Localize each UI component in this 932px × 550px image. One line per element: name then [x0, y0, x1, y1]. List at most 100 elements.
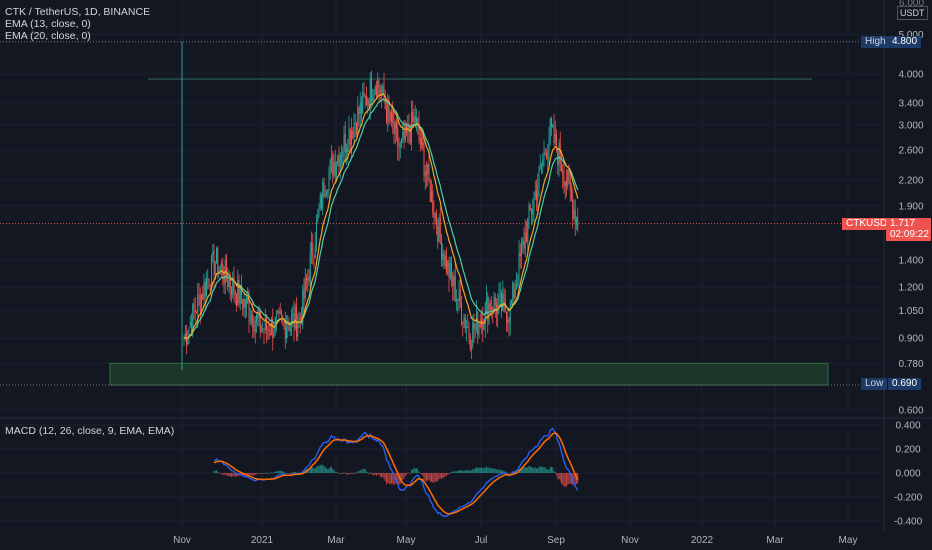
histogram-bar — [222, 473, 224, 475]
candle-body — [251, 314, 252, 321]
time-tick-label: 2022 — [691, 535, 714, 546]
histogram-bar — [338, 473, 340, 474]
histogram-bar — [447, 473, 449, 475]
histogram-bar — [491, 468, 492, 473]
candle-body — [237, 279, 239, 306]
candle-body — [574, 209, 576, 225]
ema13-legend[interactable]: EMA (13, close, 0) — [5, 18, 91, 30]
histogram-bar — [441, 473, 442, 479]
candle-body — [287, 326, 289, 329]
candle-body — [254, 321, 256, 332]
time-tick-label: Sep — [547, 535, 565, 546]
candle-body — [562, 170, 564, 176]
histogram-bar — [228, 473, 230, 477]
histogram-bar — [568, 473, 570, 484]
candle-body — [457, 299, 459, 301]
histogram-bar — [511, 472, 512, 474]
histogram-bar — [253, 473, 255, 476]
candle-body — [391, 112, 392, 122]
histogram-bar — [341, 473, 342, 474]
candle-body — [331, 156, 332, 160]
candle-body — [448, 260, 450, 279]
price-tick-label: 0.900 — [898, 334, 923, 345]
histogram-bar — [213, 470, 215, 473]
histogram-bar — [496, 469, 497, 473]
price-tick-label: 2.200 — [898, 175, 923, 186]
candle-body — [202, 293, 204, 300]
candle-body — [357, 107, 359, 135]
currency-button[interactable]: USDT — [897, 6, 928, 20]
candle-body — [228, 278, 230, 288]
candle-body — [503, 294, 505, 299]
histogram-bar — [313, 468, 315, 473]
candle-body — [467, 326, 469, 328]
histogram-bar — [438, 473, 440, 480]
histogram-bar — [389, 473, 391, 485]
histogram-bar — [359, 469, 361, 473]
candle-body — [344, 133, 346, 153]
candle-body — [338, 155, 340, 167]
histogram-bar — [454, 471, 456, 473]
histogram-bar — [481, 467, 482, 473]
histogram-bar — [319, 464, 321, 473]
candle-body — [213, 251, 215, 275]
histogram-bar — [312, 467, 314, 473]
histogram-bar — [314, 468, 316, 473]
candle-body — [554, 133, 556, 144]
candle-body — [526, 232, 527, 242]
histogram-bar — [287, 472, 289, 474]
candle-body — [479, 322, 481, 327]
candle-body — [189, 322, 191, 328]
candle-body — [491, 308, 492, 310]
candle-body — [473, 322, 475, 330]
candle-body — [453, 276, 455, 287]
histogram-bar — [493, 468, 495, 473]
histogram-bar — [523, 467, 525, 473]
candle-body — [239, 284, 241, 304]
symbol-legend[interactable]: CTK / TetherUS, 1D, BINANCE — [5, 6, 151, 18]
histogram-bar — [347, 473, 349, 476]
histogram-bar — [271, 472, 272, 474]
price-tick-label: 1.050 — [898, 306, 923, 317]
price-axis[interactable]: 5.000 4.000 3.400 3.000 2.600 2.200 1.900 1.400… — [898, 30, 923, 416]
histogram-bar — [424, 473, 426, 481]
histogram-bar — [521, 467, 522, 473]
candle-body — [539, 164, 541, 168]
histogram-bar — [231, 473, 232, 477]
candle-body — [243, 298, 245, 309]
candle-body — [367, 99, 369, 106]
candle-body — [304, 278, 306, 299]
candle-body — [272, 318, 274, 338]
candle-body — [384, 101, 386, 109]
histogram-bar — [277, 470, 279, 473]
candle-body — [546, 154, 547, 160]
candle-body — [481, 319, 482, 327]
candle-body — [229, 278, 231, 288]
histogram-bar — [349, 473, 351, 475]
histogram-bar — [527, 467, 529, 473]
candle-body — [299, 316, 301, 320]
candle-body — [248, 302, 250, 322]
candle-body — [427, 163, 429, 175]
candle-body — [402, 131, 404, 139]
histogram-bar — [353, 472, 355, 474]
macd-legend[interactable]: MACD (12, 26, close, 9, EMA, EMA) — [5, 425, 175, 437]
candle-body — [187, 336, 189, 345]
ema20-legend[interactable]: EMA (20, close, 0) — [5, 30, 91, 42]
histogram-bar — [259, 473, 261, 474]
candle-body — [459, 289, 461, 303]
histogram-bar — [472, 469, 474, 473]
candle-body — [543, 152, 545, 161]
candle-body — [264, 317, 266, 330]
macd-axis[interactable]: 0.400 0.200 0.000 -0.200 -0.400 — [894, 421, 923, 528]
histogram-bar — [234, 473, 236, 477]
candle-body — [372, 99, 374, 102]
candle-body — [509, 302, 511, 323]
histogram-bar — [464, 470, 466, 473]
candle-body — [308, 277, 310, 282]
histogram-bar — [217, 471, 219, 473]
time-axis[interactable]: Nov 2021 Mar May Jul Sep Nov 2022 Mar May — [173, 535, 857, 546]
candle-body — [436, 213, 437, 226]
candle-body — [329, 159, 331, 171]
